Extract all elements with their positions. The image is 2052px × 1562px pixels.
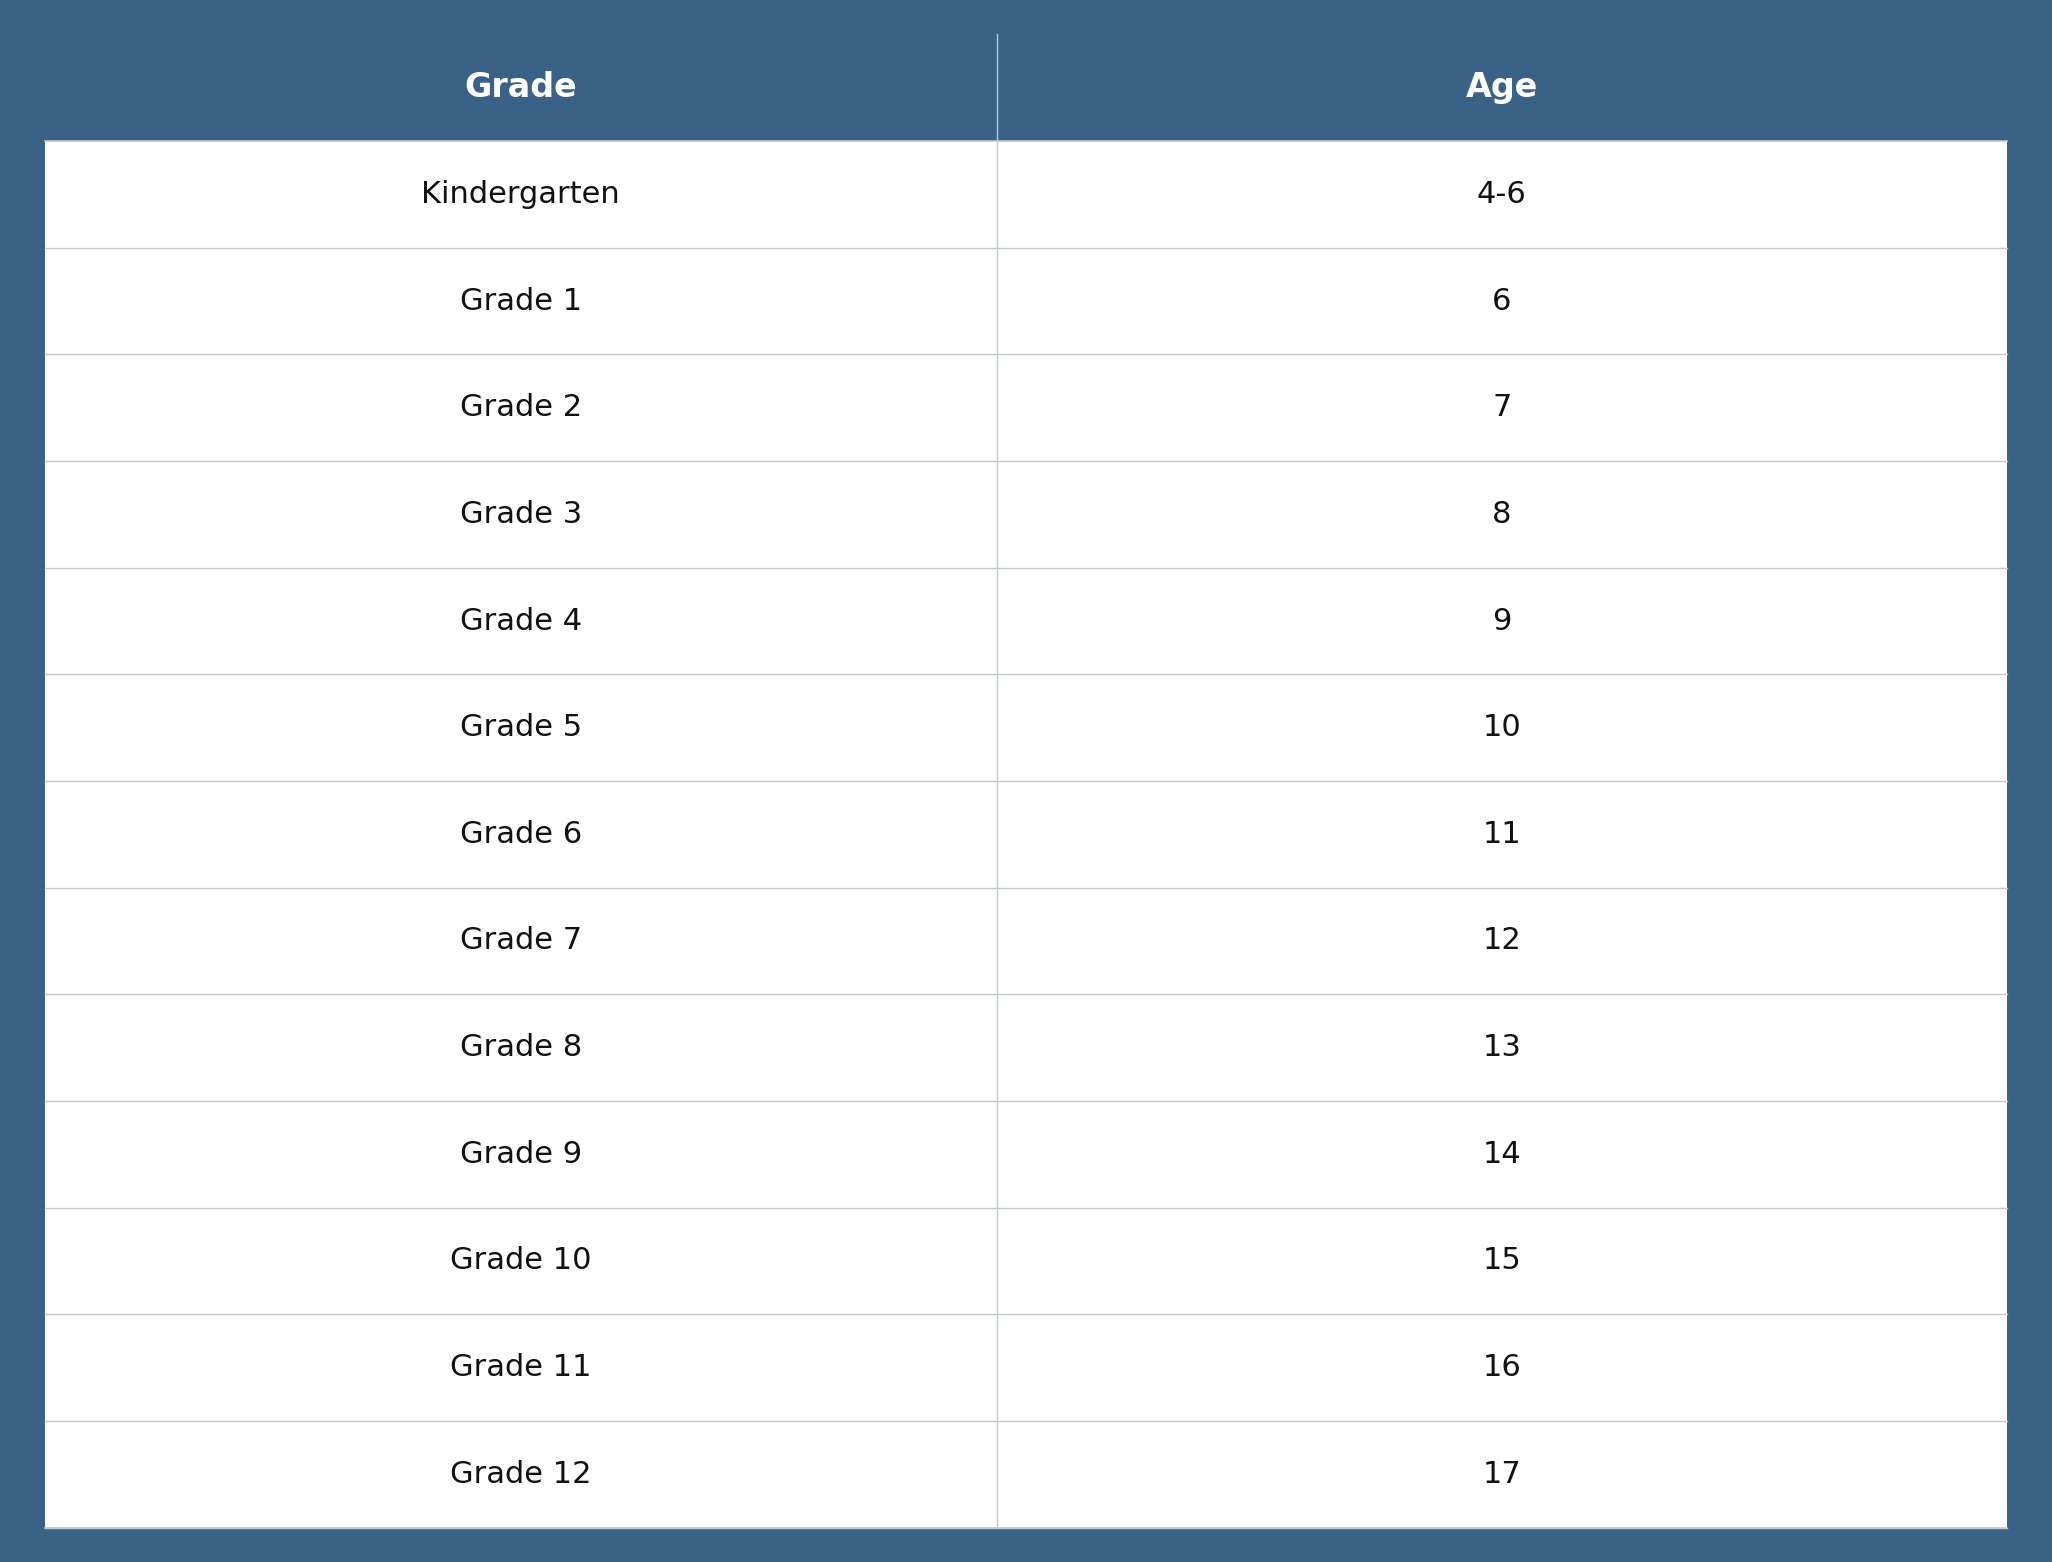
Text: Grade: Grade: [464, 72, 577, 105]
Text: Grade 8: Grade 8: [460, 1032, 583, 1062]
Text: Grade 6: Grade 6: [460, 820, 583, 848]
Text: Grade 4: Grade 4: [460, 606, 583, 636]
Text: Grade 5: Grade 5: [460, 714, 583, 742]
Text: 12: 12: [1482, 926, 1521, 956]
Text: 11: 11: [1482, 820, 1521, 848]
Text: 9: 9: [1492, 606, 1512, 636]
Text: Age: Age: [1465, 72, 1537, 105]
Text: Grade 3: Grade 3: [460, 500, 583, 530]
Text: 16: 16: [1482, 1353, 1521, 1382]
Text: 10: 10: [1482, 714, 1521, 742]
Text: Grade 2: Grade 2: [460, 394, 583, 422]
Text: 7: 7: [1492, 394, 1512, 422]
Text: Grade 11: Grade 11: [449, 1353, 591, 1382]
Text: 15: 15: [1482, 1246, 1521, 1276]
Text: Grade 1: Grade 1: [460, 286, 583, 316]
Text: 17: 17: [1482, 1460, 1521, 1489]
Text: 13: 13: [1482, 1032, 1521, 1062]
Text: 4-6: 4-6: [1477, 180, 1527, 209]
Text: Grade 7: Grade 7: [460, 926, 583, 956]
Text: Grade 10: Grade 10: [449, 1246, 591, 1276]
Text: 8: 8: [1492, 500, 1512, 530]
Text: Grade 9: Grade 9: [460, 1140, 583, 1168]
Text: Kindergarten: Kindergarten: [421, 180, 620, 209]
Text: 6: 6: [1492, 286, 1512, 316]
Bar: [45, 34, 2007, 141]
Text: Grade 12: Grade 12: [449, 1460, 591, 1489]
Text: 14: 14: [1482, 1140, 1521, 1168]
